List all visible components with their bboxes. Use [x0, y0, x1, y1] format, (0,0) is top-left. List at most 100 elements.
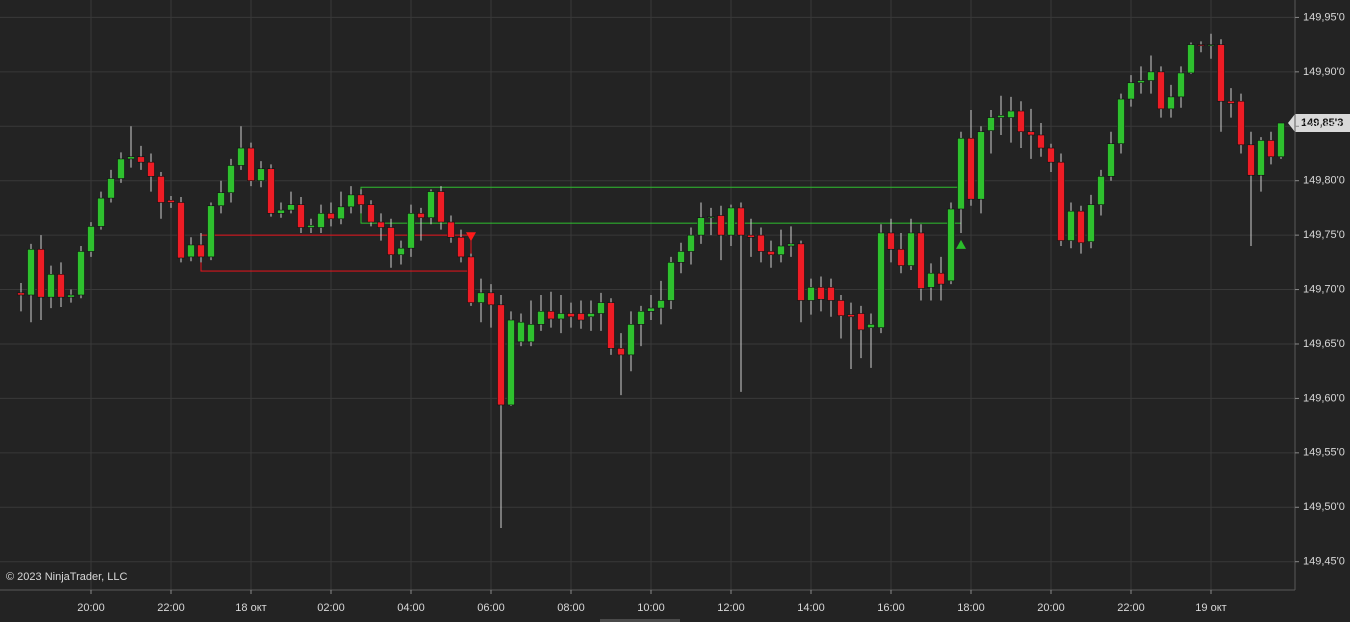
candle-body — [617, 348, 625, 356]
x-tick-label: 20:00 — [1037, 602, 1065, 614]
x-tick-label: 14:00 — [797, 602, 825, 614]
y-tick-label: 149,65'0 — [1303, 338, 1345, 350]
candle-body — [827, 287, 835, 301]
candle-body — [307, 225, 315, 228]
candle-body — [527, 324, 535, 343]
candle-body — [1187, 44, 1195, 74]
y-tick-label: 149,95'0 — [1303, 11, 1345, 23]
candle-body — [557, 313, 565, 320]
candle-body — [1077, 210, 1085, 244]
candle-body — [867, 324, 875, 328]
candle-body — [27, 248, 35, 296]
candle-body — [477, 292, 485, 303]
candle-body — [277, 209, 285, 214]
candle-body — [1007, 110, 1015, 118]
candle-body — [907, 232, 915, 266]
candle-body — [727, 207, 735, 236]
candle-body — [497, 304, 505, 406]
candles — [17, 33, 1285, 528]
candle-body — [1047, 147, 1055, 163]
y-tick-label: 149,60'0 — [1303, 392, 1345, 404]
candle-body — [797, 243, 805, 301]
candle-body — [227, 165, 235, 193]
candle-body — [297, 204, 305, 228]
x-tick-label: 18 окт — [235, 602, 266, 614]
candle-body — [947, 208, 955, 282]
candle-body — [517, 321, 525, 343]
candle-body — [267, 168, 275, 214]
candle-body — [407, 213, 415, 249]
candle-body — [937, 272, 945, 285]
candle-body — [287, 204, 295, 211]
candle-body — [1107, 143, 1115, 177]
candle-body — [887, 232, 895, 250]
candle-body — [537, 311, 545, 325]
candle-body — [107, 178, 115, 199]
y-tick-label: 149,75'0 — [1303, 229, 1345, 241]
candle-body — [1087, 204, 1095, 242]
candle-body — [977, 131, 985, 200]
candle-body — [697, 217, 705, 236]
candle-body — [1057, 161, 1065, 241]
candle-body — [197, 244, 205, 258]
scrollbar[interactable] — [600, 619, 680, 622]
candle-body — [917, 232, 925, 289]
grid — [0, 0, 1295, 590]
candle-body — [427, 191, 435, 219]
candle-body — [767, 251, 775, 256]
candle-body — [147, 161, 155, 177]
copyright: © 2023 NinjaTrader, LLC — [6, 571, 127, 583]
candle-body — [597, 302, 605, 314]
candle-body — [1067, 210, 1075, 241]
x-tick-label: 16:00 — [877, 602, 905, 614]
candle-body — [967, 137, 975, 200]
candle-body — [507, 319, 515, 406]
candle-body — [757, 234, 765, 252]
axes: 149,45'0 149,50'0 149,55'0 149,60'0 149,65'0… — [77, 11, 1345, 614]
candle-body — [747, 234, 755, 238]
last-price-label: 149,85'3 — [1301, 117, 1343, 129]
candle-body — [77, 251, 85, 296]
candle-body — [247, 147, 255, 182]
candle-body — [57, 274, 65, 298]
candle-body — [357, 194, 365, 205]
candle-body — [157, 176, 165, 203]
candle-body — [237, 147, 245, 166]
candle-body — [347, 194, 355, 208]
candle-body — [337, 206, 345, 220]
candle-body — [87, 226, 95, 252]
candle-body — [1227, 100, 1235, 104]
y-tick-label: 149,50'0 — [1303, 501, 1345, 513]
candle-body — [1247, 144, 1255, 176]
candle-body — [167, 199, 175, 203]
x-tick-label: 06:00 — [477, 602, 505, 614]
candle-body — [677, 251, 685, 263]
candle-body — [1127, 82, 1135, 100]
candle-body — [257, 168, 265, 182]
candle-body — [717, 215, 725, 236]
candle-body — [1027, 131, 1035, 136]
x-tick-label: 22:00 — [1117, 602, 1145, 614]
candle-body — [857, 313, 865, 331]
candle-body — [487, 292, 495, 306]
candle-body — [737, 207, 745, 236]
x-tick-label: 08:00 — [557, 602, 585, 614]
candle-body — [657, 300, 665, 309]
candle-body — [787, 243, 795, 247]
candle-body — [847, 314, 855, 318]
candle-body — [1177, 72, 1185, 98]
x-tick-label: 22:00 — [157, 602, 185, 614]
candle-body — [467, 256, 475, 303]
candle-body — [587, 313, 595, 318]
candle-body — [577, 313, 585, 321]
signal-arrow — [466, 232, 476, 242]
x-tick-label: 19 окт — [1195, 602, 1226, 614]
candle-body — [567, 313, 575, 318]
candle-body — [377, 221, 385, 228]
candle-body — [607, 302, 615, 349]
candle-body — [1017, 110, 1025, 133]
x-tick-label: 10:00 — [637, 602, 665, 614]
candle-body — [67, 294, 75, 298]
candle-body — [897, 248, 905, 266]
